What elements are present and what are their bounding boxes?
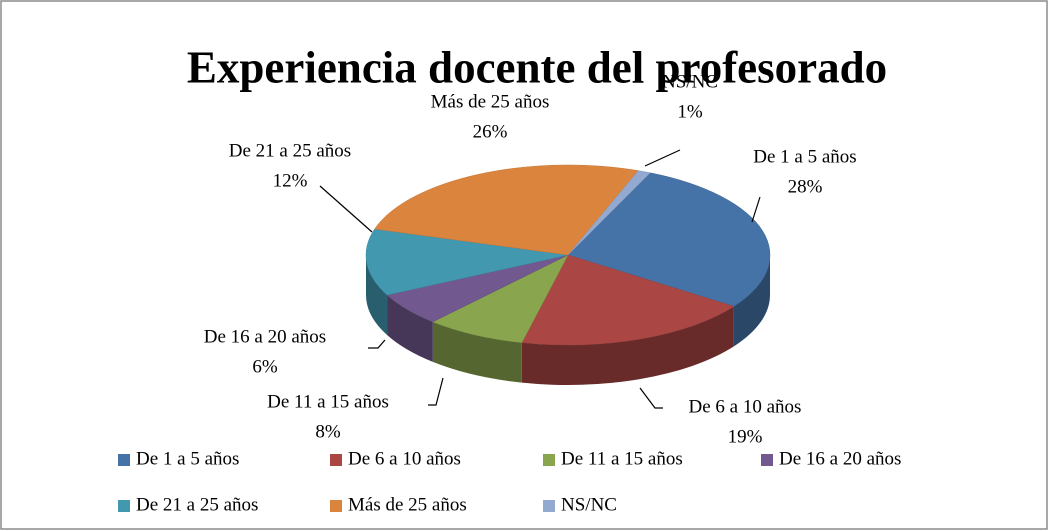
slice-side <box>521 306 734 385</box>
data-label-name: De 21 a 25 años <box>229 140 351 161</box>
slice-side <box>366 255 388 336</box>
slice-side <box>432 321 522 383</box>
legend-label: NS/NC <box>561 494 617 515</box>
leader-line <box>428 377 444 406</box>
legend-swatch <box>330 500 342 512</box>
data-label-value: 6% <box>252 356 278 377</box>
leader-line <box>644 149 681 167</box>
data-label-name: De 1 a 5 años <box>753 146 856 167</box>
legend-swatch <box>543 500 555 512</box>
legend-label: De 16 a 20 años <box>779 448 901 469</box>
data-label-name: NS/NC <box>662 71 718 92</box>
legend-swatch <box>543 454 555 466</box>
chart-title: Experiencia docente del profesorado <box>187 42 887 92</box>
data-label-value: 1% <box>677 101 703 122</box>
leader-line <box>319 185 373 233</box>
leader-line <box>751 196 761 223</box>
data-label-value: 28% <box>788 176 823 197</box>
legend-label: De 1 a 5 años <box>136 448 239 469</box>
leader-line <box>368 339 386 349</box>
data-label-name: De 16 a 20 años <box>204 326 326 347</box>
slice <box>567 170 651 256</box>
slice <box>567 172 771 307</box>
legend-label: De 11 a 15 años <box>561 448 683 469</box>
legend-swatch <box>761 454 773 466</box>
slice <box>365 228 569 296</box>
data-label-value: 26% <box>473 121 508 142</box>
data-label-name: De 11 a 15 años <box>267 391 389 412</box>
legend-swatch <box>330 454 342 466</box>
data-label-name: De 6 a 10 años <box>689 396 802 417</box>
data-label-value: 19% <box>728 426 763 447</box>
legend-label: De 6 a 10 años <box>348 448 461 469</box>
slice <box>432 254 569 343</box>
slice-side <box>387 295 433 362</box>
slice <box>374 164 639 256</box>
legend-label: De 21 a 25 años <box>136 494 258 515</box>
legend-swatch <box>118 500 130 512</box>
data-label-value: 8% <box>315 421 341 442</box>
slice <box>521 254 735 346</box>
slice-side <box>733 255 770 347</box>
legend-label: Más de 25 años <box>348 494 467 515</box>
legend-swatch <box>118 454 130 466</box>
data-label-name: Más de 25 años <box>431 91 550 112</box>
leader-line <box>639 387 663 409</box>
data-label-value: 12% <box>273 170 308 191</box>
